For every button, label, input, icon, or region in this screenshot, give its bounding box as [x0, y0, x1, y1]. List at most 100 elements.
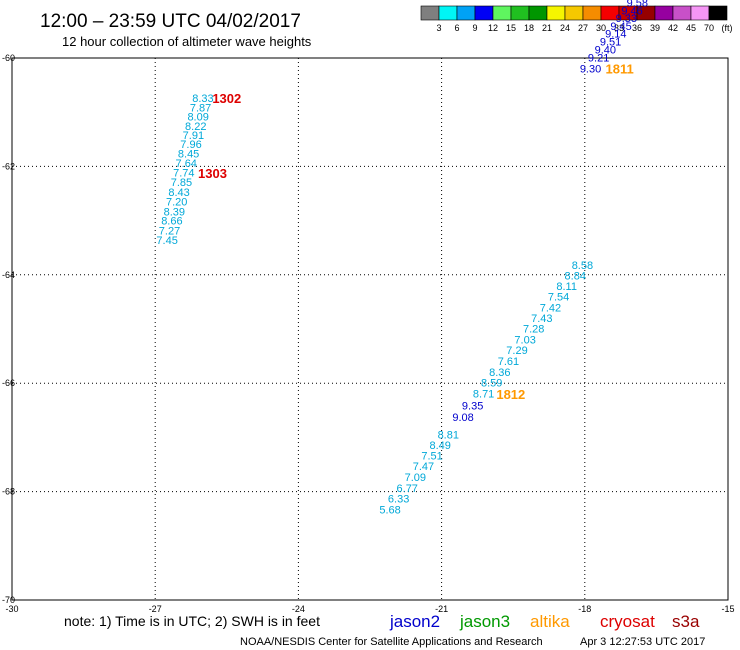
wave-height-label: 7.09 [405, 472, 426, 484]
colorbar-label: 3 [436, 23, 441, 33]
chart-title: 12:00 – 23:59 UTC 04/02/2017 [40, 11, 301, 32]
pass-label: 1811 [606, 61, 634, 76]
wave-height-label: 9.33 [616, 13, 637, 25]
wave-height-label: 5.68 [379, 504, 400, 516]
wave-height-label: 9.75 [632, 0, 653, 2]
wave-height-label: 8.09 [187, 112, 208, 124]
pass-number-labels: 130213031809181018111812 [198, 61, 634, 402]
x-axis-ticks: -30 -27 -24 -21 -18 -15 [5, 604, 734, 614]
wave-height-label: 8.36 [489, 367, 510, 379]
colorbar-swatch [492, 5, 512, 21]
y-tick-label: -66 [2, 378, 15, 388]
colorbar-label: 45 [686, 23, 696, 33]
footer-timestamp: Apr 3 12:27:53 UTC 2017 [580, 636, 705, 648]
satellite-legend-item: jason3 [459, 612, 510, 631]
wave-height-label: 7.45 [156, 235, 177, 247]
wave-height-label: 9.30 [580, 63, 601, 75]
wave-height-label: 7.20 [166, 197, 187, 209]
wave-height-label: 9.14 [605, 29, 626, 41]
wave-height-label: 6.33 [388, 494, 409, 506]
colorbar-label: 9 [472, 23, 477, 33]
colorbar-swatch [546, 5, 566, 21]
colorbar-label: 36 [632, 23, 642, 33]
wave-height-label: 8.58 [572, 260, 593, 272]
wave-height-label: 9.51 [600, 37, 621, 49]
wave-height-label: 6.77 [397, 483, 418, 495]
plot-area [11, 57, 729, 601]
wave-height-label: 8.39 [164, 206, 185, 218]
x-tick-label: -21 [435, 604, 448, 614]
colorbar-label: 18 [524, 23, 534, 33]
wave-height-label: 8.33 [192, 93, 213, 105]
x-tick-label: -27 [149, 604, 162, 614]
wave-height-label: 9.40 [595, 44, 616, 56]
colorbar-label: 33 [614, 23, 624, 33]
satellite-legend-item: jason2 [389, 612, 440, 631]
satellite-legend: jason2 jason3 altika cryosat s3a [389, 612, 700, 631]
colorbar-label: 12 [488, 23, 498, 33]
pass-label: 1302 [212, 91, 241, 106]
plot-grid [12, 58, 728, 600]
colorbar-label: (ft) [722, 23, 733, 33]
wave-height-label: 7.43 [531, 313, 552, 325]
wave-height-label: 9.21 [588, 52, 609, 64]
wave-height-label: 7.42 [540, 302, 561, 314]
colorbar-swatch [690, 5, 710, 21]
colorbar-swatch [654, 5, 674, 21]
wave-height-label: 8.59 [481, 378, 502, 390]
wave-height-label: 7.54 [548, 291, 569, 303]
colorbar-swatch [672, 5, 692, 21]
satellite-legend-item: altika [530, 612, 570, 631]
footer-credit: NOAA/NESDIS Center for Satellite Applica… [240, 636, 543, 648]
colorbar-legend: 3 6 9 12 15 18 21 24 27 30 33 36 39 42 45 70 (ft) [420, 5, 733, 33]
wave-height-label: 7.29 [506, 345, 527, 357]
colorbar-swatch [708, 5, 728, 21]
wave-height-label: 7.03 [514, 334, 535, 346]
x-tick-label: -18 [578, 604, 591, 614]
y-tick-label: -70 [2, 595, 15, 605]
colorbar-label: 6 [454, 23, 459, 33]
wave-height-label: 9.08 [452, 412, 473, 424]
colorbar-swatch [456, 5, 476, 21]
wave-height-label: 7.74 [173, 167, 194, 179]
colorbar-label: 21 [542, 23, 552, 33]
pass-label: 1303 [198, 166, 227, 181]
wave-height-label: 7.47 [413, 461, 434, 473]
wave-height-label: 8.84 [565, 270, 586, 282]
wave-height-label: 7.87 [190, 102, 211, 114]
wave-height-label: 8.71 [473, 388, 494, 400]
wave-height-label: 7.27 [159, 225, 180, 237]
wave-height-label: 7.91 [183, 130, 204, 142]
colorbar-label: 27 [578, 23, 588, 33]
wave-height-label: 8.43 [168, 187, 189, 199]
x-tick-label: -30 [5, 604, 18, 614]
colorbar-label: 42 [668, 23, 678, 33]
colorbar-swatch [510, 5, 530, 21]
x-tick-label: -15 [721, 604, 734, 614]
colorbar-swatch [420, 5, 440, 21]
pass-label: 1812 [496, 387, 525, 402]
colorbar-swatch [438, 5, 458, 21]
wave-height-label: 7.64 [176, 158, 197, 170]
y-tick-label: -68 [2, 487, 15, 497]
units-note: note: 1) Time is in UTC; 2) SWH is in fe… [64, 613, 320, 629]
satellite-legend-item: cryosat [600, 612, 655, 631]
wave-height-label: 9.45 [610, 21, 631, 33]
colorbar-swatch [582, 5, 602, 21]
wave-height-label: 7.61 [498, 356, 519, 368]
colorbar-label: 15 [506, 23, 516, 33]
wave-height-labels: 8.337.878.098.227.917.968.457.647.747.85… [156, 0, 653, 516]
y-tick-label: -62 [2, 161, 15, 171]
y-axis-ticks: -60 -62 -64 -66 -68 -70 [2, 53, 15, 605]
wave-height-label: 8.22 [185, 121, 206, 133]
colorbar-swatch [474, 5, 494, 21]
wave-height-label: 8.49 [429, 440, 450, 452]
wave-height-label: 8.81 [438, 430, 459, 442]
colorbar-swatch [528, 5, 548, 21]
colorbar-swatch [564, 5, 584, 21]
wave-height-label: 9.58 [627, 0, 648, 10]
colorbar-label: 70 [704, 23, 714, 33]
y-tick-label: -60 [2, 53, 15, 63]
wave-height-label: 8.66 [161, 216, 182, 228]
